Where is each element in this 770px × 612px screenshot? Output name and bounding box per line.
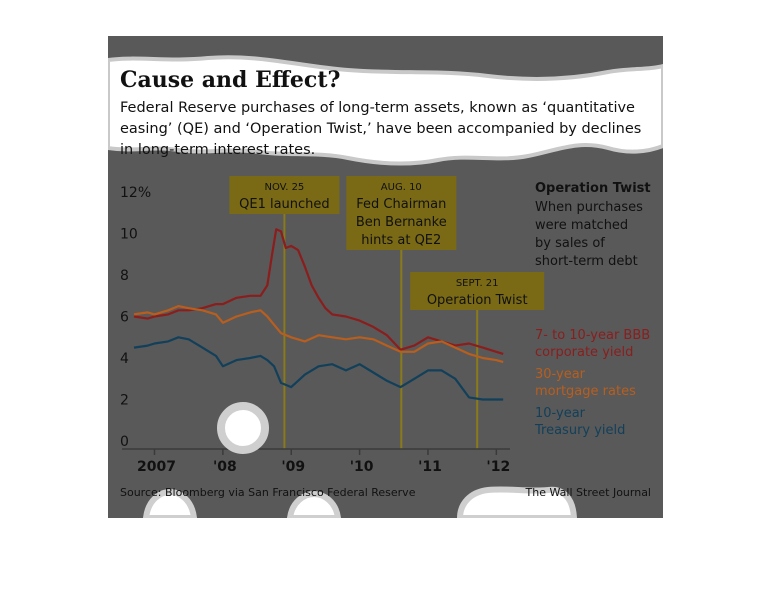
y-tick-label: 4 [120, 351, 129, 367]
y-tick-label: 2 [120, 393, 129, 409]
punch-hole-3 [286, 490, 342, 518]
annotation-date: SEPT. 21 [456, 278, 499, 289]
publication-credit: The Wall Street Journal [525, 486, 651, 499]
chart-svg: Cause and Effect? Federal Reserve purcha… [108, 36, 663, 518]
annotation-date: AUG. 10 [381, 182, 422, 193]
note-line: by sales of [535, 236, 605, 251]
note-heading: Operation Twist [535, 181, 651, 196]
legend-label: corporate yield [535, 345, 633, 360]
series-line [133, 305, 504, 364]
legend-label: 7- to 10-year BBB [535, 328, 650, 343]
punch-hole-2 [142, 488, 198, 518]
series-line [133, 336, 504, 401]
punch-hole-1 [217, 402, 269, 454]
note-line: short-term debt [535, 254, 638, 269]
y-tick-label: 12% [120, 185, 151, 201]
y-tick-label: 0 [120, 434, 129, 450]
y-tick-label: 8 [120, 268, 129, 284]
legend-label: 10-year [535, 406, 586, 421]
note-line: When purchases [535, 200, 643, 215]
y-tick-label: 6 [120, 310, 129, 326]
annotation-layer: NOV. 25 QE1 launched AUG. 10 Fed Chairman Be… [229, 176, 545, 449]
torn-paper-band [108, 55, 663, 166]
x-tick-label: '10 [350, 459, 374, 475]
chart-title: Cause and Effect? [120, 67, 340, 93]
note-line: were matched [535, 218, 628, 233]
annotation-box [229, 176, 340, 214]
annotation-date: NOV. 25 [264, 182, 304, 193]
annotation-text: hints at QE2 [361, 233, 441, 248]
legend-label: 30-year [535, 367, 586, 382]
subtitle-line: Federal Reserve purchases of long-term a… [120, 100, 635, 116]
x-tick-label: '11 [418, 459, 442, 475]
subtitle-line: easing’ (QE) and ‘Operation Twist,’ have… [120, 121, 641, 137]
torn-paper-header [108, 36, 663, 79]
legend-label: mortgage rates [535, 384, 636, 399]
x-tick-label: '08 [213, 459, 237, 475]
chart-subtitle: Federal Reserve purchases of long-term a… [120, 100, 641, 158]
source-note: Source: Bloomberg via San Francisco Fede… [120, 486, 416, 499]
annotation-text: QE1 launched [239, 197, 330, 212]
torn-paper-bottom [456, 486, 578, 518]
x-tick-label: '12 [486, 459, 510, 475]
annotation-text: Operation Twist [427, 293, 528, 308]
annotation-box [410, 272, 545, 310]
series-layer [133, 228, 504, 401]
legend: 7- to 10-year BBB corporate yield 30-year m… [534, 328, 650, 438]
x-tick-label: '09 [281, 459, 305, 475]
x-tick-label: 2007 [137, 459, 176, 475]
y-tick-label: 10 [120, 227, 138, 243]
series-line [133, 228, 504, 355]
axis-layer: 12% 10 8 6 4 2 0 2007 '08 '09 '10 '11 '12 [120, 185, 510, 475]
operation-twist-note: Operation Twist When purchases were matche… [535, 181, 651, 269]
chart-panel: Cause and Effect? Federal Reserve purcha… [108, 36, 663, 518]
legend-label: Treasury yield [534, 423, 625, 438]
annotation-box [346, 176, 457, 250]
annotation-text: Fed Chairman [356, 197, 446, 212]
subtitle-line: in long-term interest rates. [120, 142, 315, 158]
annotation-text: Ben Bernanke [356, 215, 447, 230]
